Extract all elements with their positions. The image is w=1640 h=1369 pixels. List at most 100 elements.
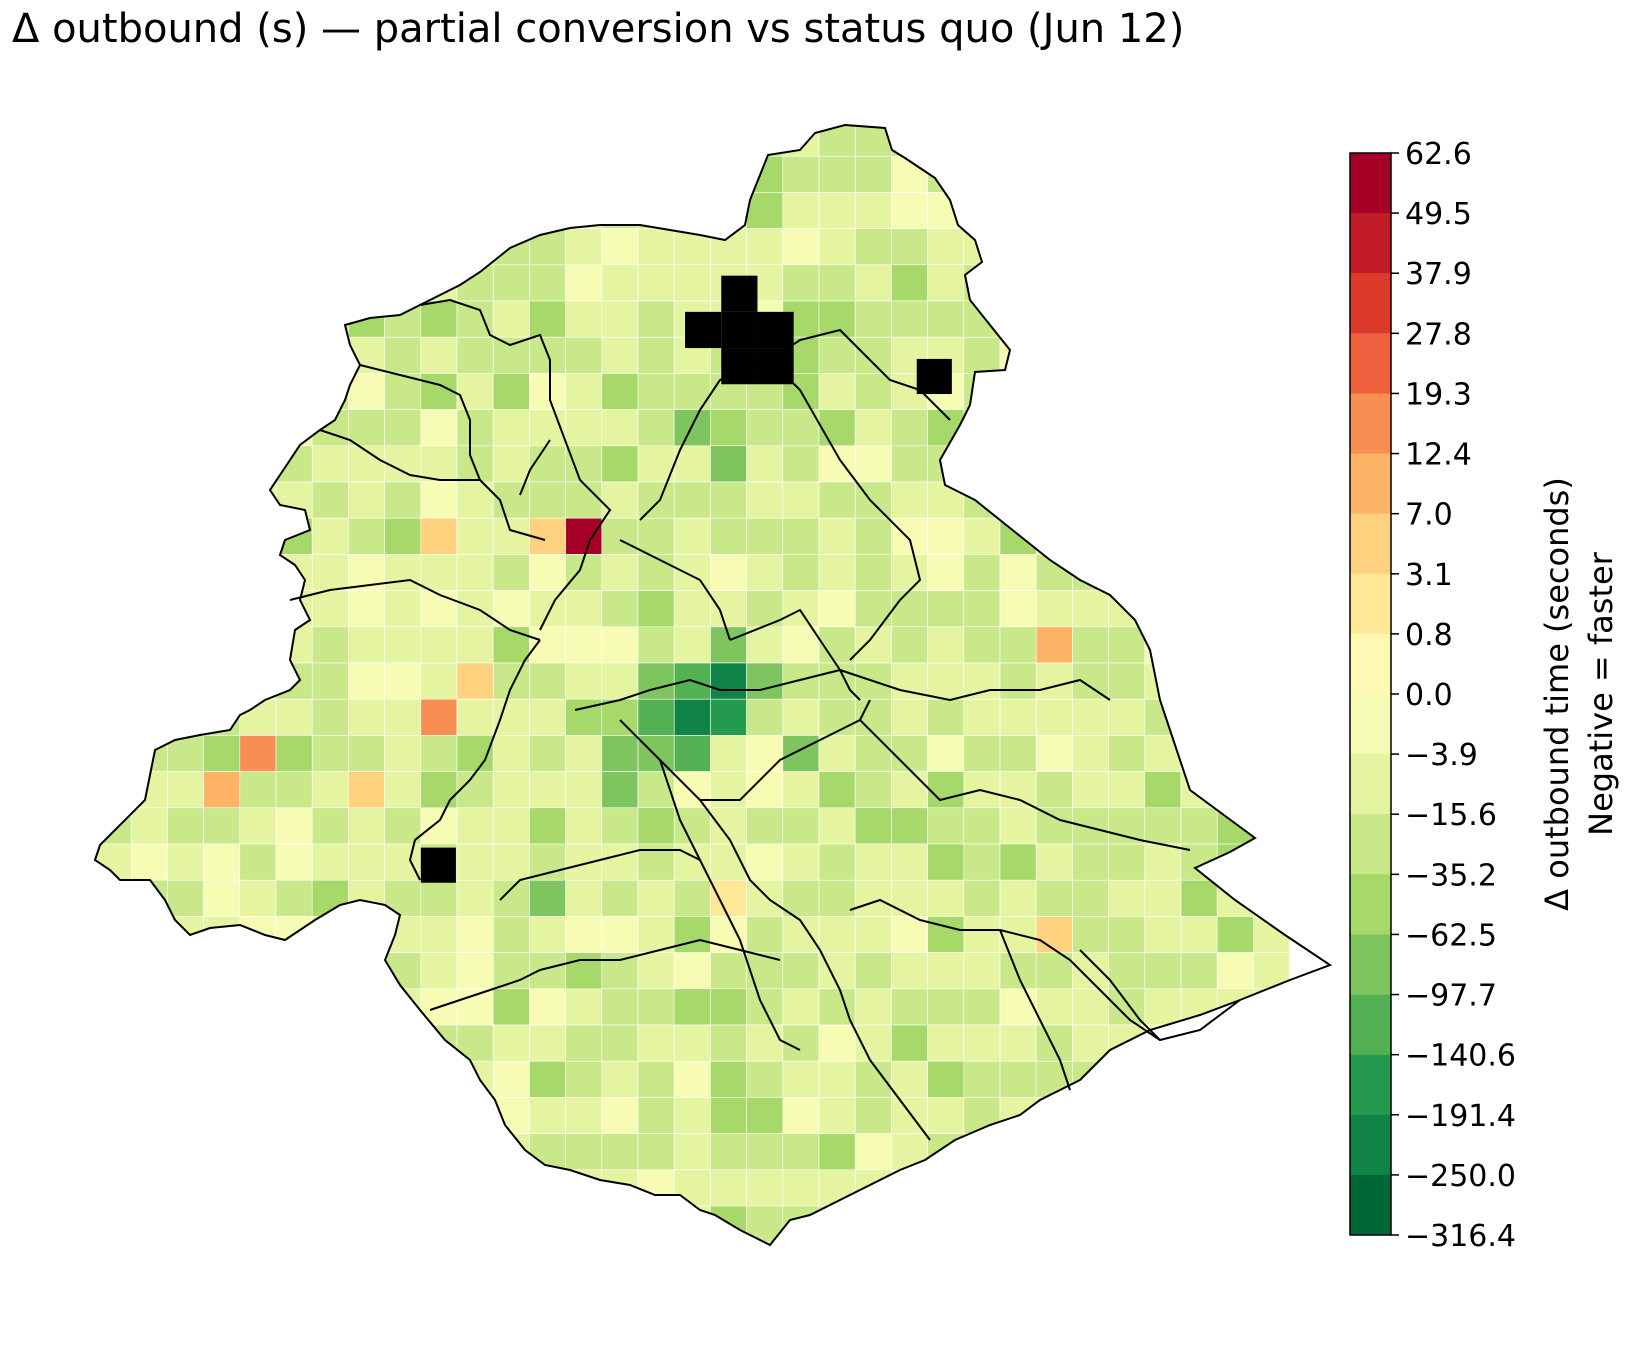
grid-cell	[565, 300, 603, 338]
grid-cell	[601, 264, 639, 302]
colorbar-tick-label: 62.6	[1405, 137, 1472, 172]
boundary-line	[619, 539, 731, 641]
grid-cell	[710, 1060, 747, 1098]
grid-cell	[203, 879, 241, 917]
grid-cell	[601, 554, 639, 591]
grid-cell	[818, 590, 856, 628]
grid-cell	[927, 300, 965, 338]
grid-cell	[637, 373, 675, 410]
grid-cell	[456, 807, 494, 845]
grid-cell	[565, 481, 603, 519]
grid-cell	[854, 445, 892, 483]
grid-cell	[818, 481, 856, 519]
grid-cell	[637, 336, 675, 374]
grid-cell	[818, 517, 856, 555]
grid-cell	[529, 879, 566, 917]
grid-cell	[492, 771, 530, 809]
grid-cell	[1035, 807, 1073, 845]
grid-cell	[565, 843, 603, 881]
grid-cell	[384, 626, 422, 664]
grid-cell	[275, 879, 313, 917]
grid-cell	[637, 807, 675, 845]
grid-cell	[456, 662, 494, 700]
grid-cell	[1072, 952, 1109, 990]
grid-cell	[565, 336, 603, 374]
colorbar-tick-label: 37.9	[1405, 257, 1472, 292]
grid-cell	[601, 228, 639, 266]
boundary-line	[574, 669, 841, 711]
grid-cell	[601, 409, 639, 447]
grid-cell	[782, 879, 820, 917]
colorbar-tick-label: −140.6	[1405, 1039, 1516, 1074]
colorbar-tick-label: 3.1	[1405, 558, 1453, 593]
grid-cell	[963, 735, 1001, 772]
grid-cell	[420, 916, 458, 953]
colorbar-swatch	[1350, 393, 1391, 455]
grid-cell	[927, 952, 965, 990]
grid-cell	[963, 626, 1001, 664]
grid-cell	[348, 662, 385, 700]
grid-cell	[311, 517, 349, 555]
grid-cell	[637, 264, 675, 302]
grid-cell	[420, 481, 458, 519]
grid-cell	[746, 988, 784, 1026]
grid-cell	[311, 662, 349, 700]
grid-cell	[1144, 916, 1182, 953]
grid-cell	[891, 988, 928, 1026]
grid-cell	[492, 662, 530, 700]
grid-cell	[420, 771, 458, 809]
boundary-line	[999, 929, 1071, 1091]
no-data-cell	[721, 348, 758, 385]
grid-cell	[167, 879, 204, 917]
grid-cell	[927, 988, 965, 1026]
grid-cell	[529, 698, 566, 736]
grid-cell	[746, 735, 784, 772]
grid-cell	[348, 626, 385, 664]
grid-cell	[601, 1024, 639, 1062]
colorbar-swatch	[1350, 273, 1391, 334]
grid-cell	[456, 771, 494, 809]
colorbar-swatch	[1350, 874, 1391, 935]
grid-cell	[999, 554, 1037, 591]
grid-cell	[999, 698, 1037, 736]
grid-cell	[891, 626, 928, 664]
grid-cell	[130, 843, 168, 881]
grid-cell	[311, 554, 349, 591]
grid-cell	[999, 662, 1037, 700]
grid-cell	[1035, 698, 1073, 736]
grid-cell	[782, 192, 820, 229]
grid-cell	[746, 626, 784, 664]
grid-cell	[673, 698, 711, 736]
colorbar-tick-label: −316.4	[1405, 1219, 1516, 1254]
grid-cell	[348, 843, 385, 881]
colorbar-swatch	[1350, 333, 1391, 394]
grid-cell	[275, 807, 313, 845]
grid-cell	[927, 771, 965, 809]
grid-cell	[565, 409, 603, 447]
grid-cell	[782, 843, 820, 881]
colorbar-tick-label: −62.5	[1405, 918, 1497, 953]
grid-cell	[1144, 879, 1182, 917]
grid-cell	[710, 1133, 747, 1171]
grid-cell	[1072, 626, 1109, 664]
no-data-cell	[420, 847, 456, 883]
grid-cell	[348, 735, 385, 772]
grid-cell	[746, 1133, 784, 1171]
grid-cell	[710, 481, 747, 519]
grid-cell	[1108, 952, 1146, 990]
grid-cell	[456, 300, 494, 338]
grid-cell	[854, 807, 892, 845]
grid-cell	[601, 517, 639, 555]
grid-cell	[529, 590, 566, 628]
grid-cell	[999, 1024, 1037, 1062]
grid-cell	[492, 264, 530, 302]
grid-cell	[384, 590, 422, 628]
boundary-line	[359, 364, 481, 481]
grid-cell	[746, 517, 784, 555]
no-data-cell	[721, 311, 758, 349]
grid-cell	[782, 662, 820, 700]
grid-cell	[637, 517, 675, 555]
grid-cell	[891, 264, 928, 302]
grid-cell	[891, 879, 928, 917]
